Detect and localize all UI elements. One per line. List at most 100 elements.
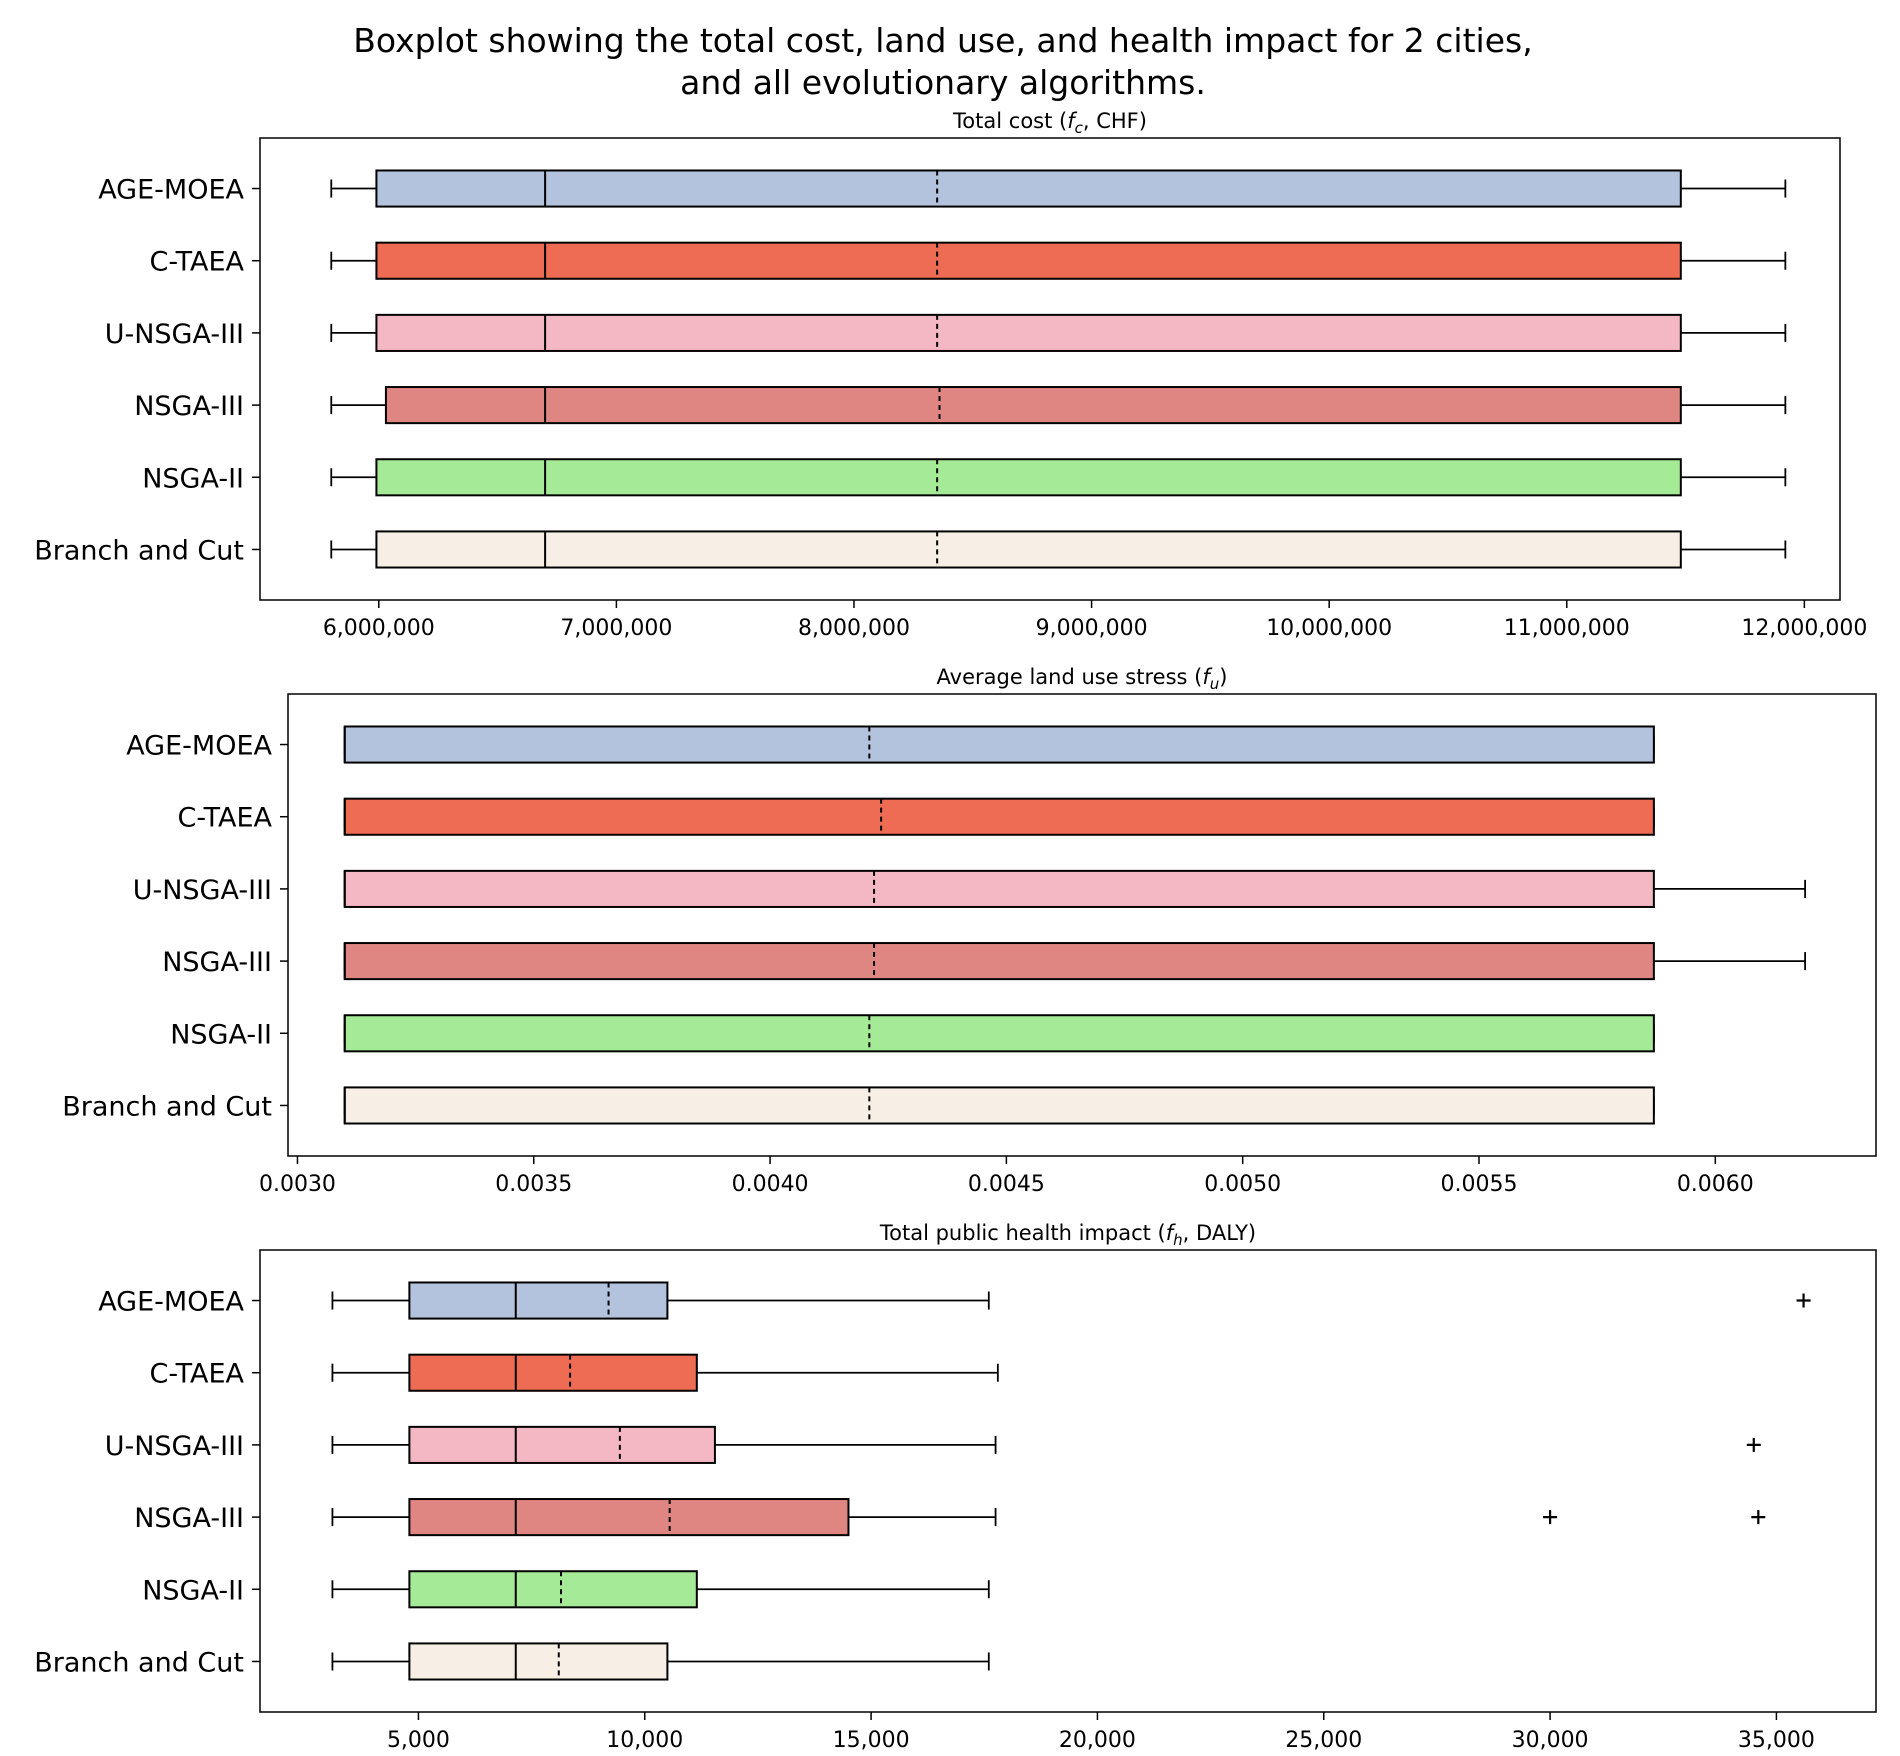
box-body [343, 942, 1655, 981]
category-label: NSGA-II [170, 1019, 272, 1050]
box-u-nsga-iii: U-NSGA-III [105, 1425, 1761, 1464]
panel-title-symbol: f [1067, 109, 1078, 133]
box-nsga-iii: NSGA-III [134, 386, 1787, 425]
x-tick-label: 12,000,000 [1741, 616, 1867, 641]
box-body [408, 1425, 716, 1464]
box-nsga-ii: NSGA-II [142, 458, 1787, 497]
box-c-taea: C-TAEA [177, 797, 1655, 836]
x-tick-label: 15,000 [833, 1728, 910, 1753]
box-branch-and-cut: Branch and Cut [34, 530, 1787, 569]
x-tick-label: 7,000,000 [560, 616, 672, 641]
category-label: Branch and Cut [34, 535, 244, 566]
x-tick-label: 0.0060 [1677, 1172, 1754, 1197]
x-tick-label: 25,000 [1285, 1728, 1362, 1753]
box-c-taea: C-TAEA [149, 241, 1787, 280]
box-body [343, 869, 1655, 908]
x-tick-label: 35,000 [1738, 1728, 1815, 1753]
panel-title-prefix: Total cost ( [952, 109, 1067, 133]
category-label: NSGA-III [162, 947, 272, 978]
category-label: AGE-MOEA [98, 175, 244, 206]
axes-frame [287, 693, 1877, 1157]
box-u-nsga-iii: U-NSGA-III [105, 313, 1787, 352]
figure-title-line2: and all evolutionary algorithms. [680, 63, 1206, 102]
x-tick-label: 5,000 [387, 1728, 450, 1753]
x-tick-label: 30,000 [1512, 1728, 1589, 1753]
box-body [408, 1281, 669, 1320]
x-tick-label: 9,000,000 [1036, 616, 1148, 641]
box-body [375, 241, 1682, 280]
box-branch-and-cut: Branch and Cut [34, 1642, 990, 1681]
panel-2: Average land use stress (fu) 0.0030 0.0035… [62, 665, 1877, 1197]
box-age-moea: AGE-MOEA [98, 1281, 1811, 1320]
panel-title-symbol: f [1202, 665, 1213, 689]
category-label: U-NSGA-III [105, 319, 244, 350]
box-body [343, 1014, 1655, 1053]
box-body [408, 1642, 669, 1681]
box-body [343, 1086, 1655, 1125]
figure-title-line1: Boxplot showing the total cost, land use… [353, 21, 1532, 60]
box-body [343, 797, 1655, 836]
x-tick-label: 11,000,000 [1504, 616, 1630, 641]
panel-title-subscript: c [1075, 119, 1084, 137]
box-nsga-iii: NSGA-III [162, 942, 1807, 981]
panel-title-prefix: Total public health impact ( [879, 1221, 1166, 1245]
box-body [375, 458, 1682, 497]
axes-frame [259, 137, 1841, 601]
panel-title-prefix: Average land use stress ( [937, 665, 1203, 689]
x-tick-label: 6,000,000 [323, 616, 435, 641]
category-label: NSGA-III [134, 1503, 244, 1534]
x-tick-label: 20,000 [1059, 1728, 1136, 1753]
category-label: NSGA-III [134, 391, 244, 422]
x-tick-label: 10,000,000 [1266, 616, 1392, 641]
box-body [408, 1570, 698, 1609]
x-tick-label: 0.0035 [495, 1172, 572, 1197]
category-label: AGE-MOEA [126, 731, 272, 762]
box-age-moea: AGE-MOEA [98, 169, 1787, 208]
x-tick-label: 0.0050 [1204, 1172, 1281, 1197]
box-branch-and-cut: Branch and Cut [62, 1086, 1655, 1125]
box-age-moea: AGE-MOEA [126, 725, 1655, 764]
panel-title-suffix: ) [1219, 665, 1227, 689]
box-nsga-ii: NSGA-II [142, 1570, 990, 1609]
box-body [375, 169, 1682, 208]
x-tick-label: 10,000 [606, 1728, 683, 1753]
panel-title-symbol: f [1166, 1221, 1177, 1245]
box-body [375, 530, 1682, 569]
x-tick-label: 0.0040 [732, 1172, 809, 1197]
category-label: Branch and Cut [34, 1647, 244, 1678]
panel-title-suffix: , CHF) [1083, 109, 1147, 133]
outlier-marker [1796, 1293, 1811, 1308]
category-label: Branch and Cut [62, 1091, 272, 1122]
category-label: C-TAEA [149, 247, 244, 278]
box-body [408, 1353, 698, 1392]
box-body [343, 725, 1655, 764]
category-label: U-NSGA-III [133, 875, 272, 906]
x-tick-label: 0.0045 [968, 1172, 1045, 1197]
box-u-nsga-iii: U-NSGA-III [133, 869, 1807, 908]
outlier-marker [1746, 1437, 1761, 1452]
category-label: U-NSGA-III [105, 1431, 244, 1462]
category-label: AGE-MOEA [98, 1287, 244, 1318]
panel-3: Total public health impact (fh, DALY) 5,0… [34, 1221, 1877, 1753]
panel-title: Total public health impact (fh, DALY) [879, 1221, 1256, 1249]
box-c-taea: C-TAEA [149, 1353, 999, 1392]
category-label: C-TAEA [149, 1359, 244, 1390]
panel-title: Total cost (fc, CHF) [952, 109, 1147, 137]
x-tick-label: 8,000,000 [798, 616, 910, 641]
panel-title-suffix: , DALY) [1183, 1221, 1256, 1245]
x-tick-label: 0.0055 [1441, 1172, 1518, 1197]
panel-title-subscript: h [1173, 1231, 1183, 1249]
category-label: C-TAEA [177, 803, 272, 834]
panel-title: Average land use stress (fu) [937, 665, 1228, 693]
box-body [375, 313, 1682, 352]
panel-1: Total cost (fc, CHF) 6,000,000 7,000,000 8,… [34, 109, 1867, 641]
panel-title-subscript: u [1210, 675, 1220, 693]
outlier-marker [1543, 1510, 1558, 1525]
category-label: NSGA-II [142, 1575, 244, 1606]
axes-frame [259, 1249, 1877, 1713]
box-body [384, 386, 1682, 425]
category-label: NSGA-II [142, 463, 244, 494]
box-body [408, 1498, 850, 1537]
